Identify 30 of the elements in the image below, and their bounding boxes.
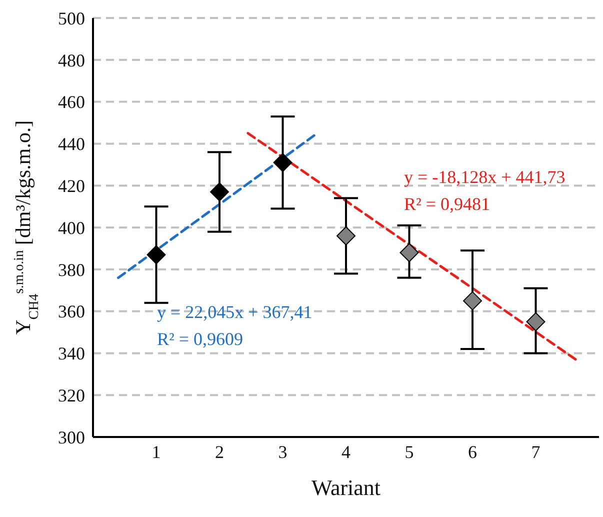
annotation: R² = 0,9609	[157, 329, 244, 349]
y-tick-label: 320	[58, 385, 85, 406]
point	[146, 245, 166, 264]
point	[273, 153, 292, 172]
point	[336, 226, 356, 246]
point	[210, 182, 229, 202]
x-tick-label: 6	[468, 442, 477, 462]
y-tick-label: 380	[58, 260, 85, 280]
x-tick-label: 5	[404, 442, 414, 462]
y-tick-label: 400	[58, 218, 85, 238]
x-tick-label: 4	[342, 442, 350, 462]
y-tick-label: 480	[58, 50, 85, 70]
y-tick-label: 300	[58, 427, 85, 448]
y-tick-label: 500	[58, 8, 85, 28]
y-tick-label: 440	[58, 134, 85, 154]
annotation: R² = 0,9481	[404, 194, 490, 214]
x-tick-label: 7	[531, 442, 540, 462]
point	[526, 312, 546, 332]
annotation: y = -18,128x + 441,73	[404, 167, 566, 187]
point	[400, 243, 419, 262]
x-tick-label: 3	[278, 442, 288, 462]
x-axis-title: Wariant	[311, 475, 381, 500]
x-tick-label: 1	[152, 442, 161, 462]
y-tick-label: 460	[58, 92, 85, 112]
y-tick-label: 360	[58, 302, 85, 322]
y-tick-label: 420	[58, 176, 85, 196]
annotation: y = 22,045x + 367,41	[157, 302, 312, 322]
x-tick-label: 2	[215, 442, 224, 462]
y-tick-label: 340	[58, 344, 85, 364]
point	[463, 291, 482, 310]
